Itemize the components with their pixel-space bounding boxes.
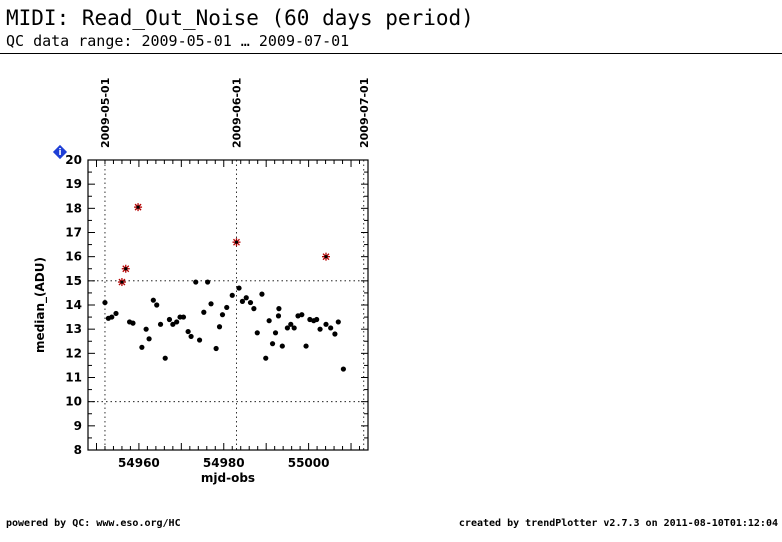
plot-frame — [87, 159, 369, 451]
y-tick-label: 11 — [65, 371, 82, 385]
footer-created-by: created by trendPlotter v2.7.3 on 2011-0… — [458, 518, 778, 529]
threshold-lines — [88, 280, 368, 403]
outlier-point — [322, 252, 330, 261]
data-point — [263, 355, 269, 361]
y-axis-ticks: 8 9 10 11 12 13 14 15 16 17 18 19 20 — [65, 153, 368, 457]
y-tick-label: 13 — [65, 322, 82, 336]
y-tick-label: 20 — [65, 153, 82, 167]
chart-title: MIDI: Read_Out_Noise (60 days period) — [6, 6, 474, 30]
outlier-point — [117, 278, 126, 287]
data-point — [272, 330, 279, 336]
data-point — [154, 302, 160, 308]
date-marker-label: 2009-05-01 — [99, 78, 112, 148]
data-point — [205, 279, 211, 285]
outlier-point — [134, 203, 143, 212]
data-point — [279, 343, 285, 349]
x-tick-label: 54980 — [203, 456, 245, 470]
data-point — [216, 324, 223, 330]
data-point — [276, 306, 282, 312]
y-tick-label: 10 — [65, 395, 82, 409]
data-point — [157, 321, 164, 327]
data-point — [247, 299, 254, 306]
header-divider — [0, 53, 782, 54]
y-tick-label: 18 — [65, 201, 82, 215]
data-point — [332, 331, 338, 337]
data-point — [174, 319, 180, 325]
data-point — [243, 295, 249, 301]
data-point — [139, 344, 145, 350]
outlier-point — [121, 264, 130, 273]
y-tick-label: 16 — [65, 250, 82, 264]
y-tick-label: 12 — [65, 346, 82, 360]
data-point — [303, 343, 309, 349]
data-point — [130, 320, 136, 326]
data-point — [193, 279, 199, 285]
data-point — [288, 321, 294, 327]
footer-powered-by: powered by QC: www.eso.org/HC — [6, 518, 181, 529]
data-point — [196, 337, 203, 343]
data-point — [266, 318, 272, 324]
date-markers: 2009-05-01 2009-06-01 2009-07-01 — [99, 78, 371, 450]
data-point — [239, 298, 246, 304]
data-point — [150, 297, 156, 303]
data-point — [224, 304, 230, 311]
data-point — [162, 355, 168, 361]
data-point — [113, 310, 119, 317]
data-points — [102, 203, 346, 372]
data-point — [284, 325, 290, 331]
date-marker-label: 2009-06-01 — [230, 78, 243, 148]
data-point — [236, 285, 242, 291]
data-point — [251, 306, 257, 312]
x-axis-label: mjd-obs — [201, 471, 255, 485]
data-point — [340, 366, 346, 372]
data-point — [269, 341, 276, 347]
data-point — [143, 326, 149, 332]
data-point — [201, 309, 207, 315]
data-point — [208, 301, 214, 307]
data-point — [254, 330, 260, 336]
data-point — [291, 325, 297, 331]
x-tick-label: 55000 — [288, 456, 330, 470]
chart-subtitle: QC data range: 2009-05-01 … 2009-07-01 — [6, 32, 350, 50]
data-point — [229, 292, 235, 298]
data-point — [180, 314, 187, 320]
y-tick-label: 17 — [65, 226, 82, 240]
data-point — [166, 316, 173, 323]
y-tick-label: 14 — [65, 298, 82, 312]
data-point — [314, 316, 320, 323]
data-point — [213, 345, 219, 352]
y-axis-label: median_(ADU) — [33, 257, 48, 353]
info-icon-label: i — [58, 148, 61, 158]
y-tick-label: 8 — [74, 443, 82, 457]
data-point — [109, 314, 115, 320]
data-point — [146, 336, 152, 342]
data-point — [188, 333, 194, 340]
data-point — [259, 291, 265, 297]
y-tick-label: 15 — [65, 274, 82, 288]
data-point — [299, 312, 305, 318]
data-point — [335, 319, 341, 325]
data-point — [185, 328, 191, 335]
data-point — [170, 321, 176, 327]
y-tick-label: 19 — [65, 177, 82, 191]
outlier-point — [232, 238, 241, 247]
x-axis-ticks: 54960 54980 55000 — [95, 160, 369, 470]
data-point — [328, 325, 334, 331]
data-point — [323, 321, 329, 327]
x-tick-label: 54960 — [118, 456, 160, 470]
data-point — [275, 313, 282, 319]
data-point — [102, 299, 108, 306]
date-marker-label: 2009-07-01 — [358, 78, 371, 148]
data-point — [219, 312, 226, 318]
y-tick-label: 9 — [74, 419, 82, 433]
data-point — [317, 326, 323, 332]
